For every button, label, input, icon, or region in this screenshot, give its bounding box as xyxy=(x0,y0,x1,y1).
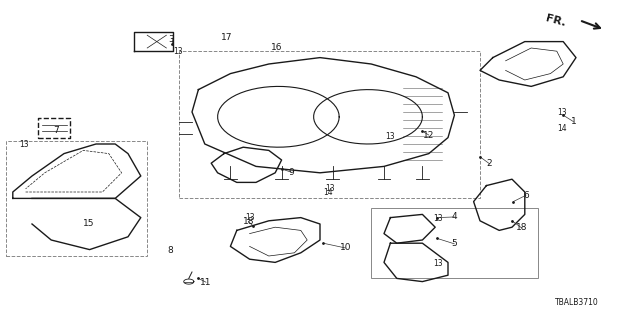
Text: 10: 10 xyxy=(340,244,351,252)
Text: 12: 12 xyxy=(423,131,435,140)
Bar xyxy=(179,51,480,198)
Text: 15: 15 xyxy=(83,219,94,228)
Text: 14: 14 xyxy=(323,188,333,197)
Text: 13: 13 xyxy=(173,47,183,56)
Text: 6: 6 xyxy=(524,191,529,200)
Text: FR.: FR. xyxy=(544,14,566,28)
Text: 1: 1 xyxy=(571,117,576,126)
Text: 5: 5 xyxy=(452,239,457,248)
Text: 14: 14 xyxy=(557,124,567,132)
Text: 16: 16 xyxy=(271,43,282,52)
Text: 13: 13 xyxy=(324,184,335,193)
Text: 13: 13 xyxy=(557,108,567,116)
Text: 7: 7 xyxy=(54,126,59,135)
Bar xyxy=(6,141,147,256)
Text: 11: 11 xyxy=(200,278,212,287)
Text: 9: 9 xyxy=(289,168,294,177)
Text: 2: 2 xyxy=(487,159,492,168)
Text: 13: 13 xyxy=(244,213,255,222)
Text: 13: 13 xyxy=(433,259,444,268)
Text: 17: 17 xyxy=(221,33,233,42)
Text: 18: 18 xyxy=(243,217,254,226)
Text: TBALB3710: TBALB3710 xyxy=(555,298,598,307)
Text: 3: 3 xyxy=(169,35,174,44)
Text: 13: 13 xyxy=(433,214,444,223)
Bar xyxy=(371,208,538,278)
Text: 18: 18 xyxy=(516,223,527,232)
Text: 4: 4 xyxy=(452,212,457,221)
Text: 8: 8 xyxy=(168,246,173,255)
Text: 13: 13 xyxy=(19,140,29,149)
Text: 13: 13 xyxy=(385,132,396,141)
